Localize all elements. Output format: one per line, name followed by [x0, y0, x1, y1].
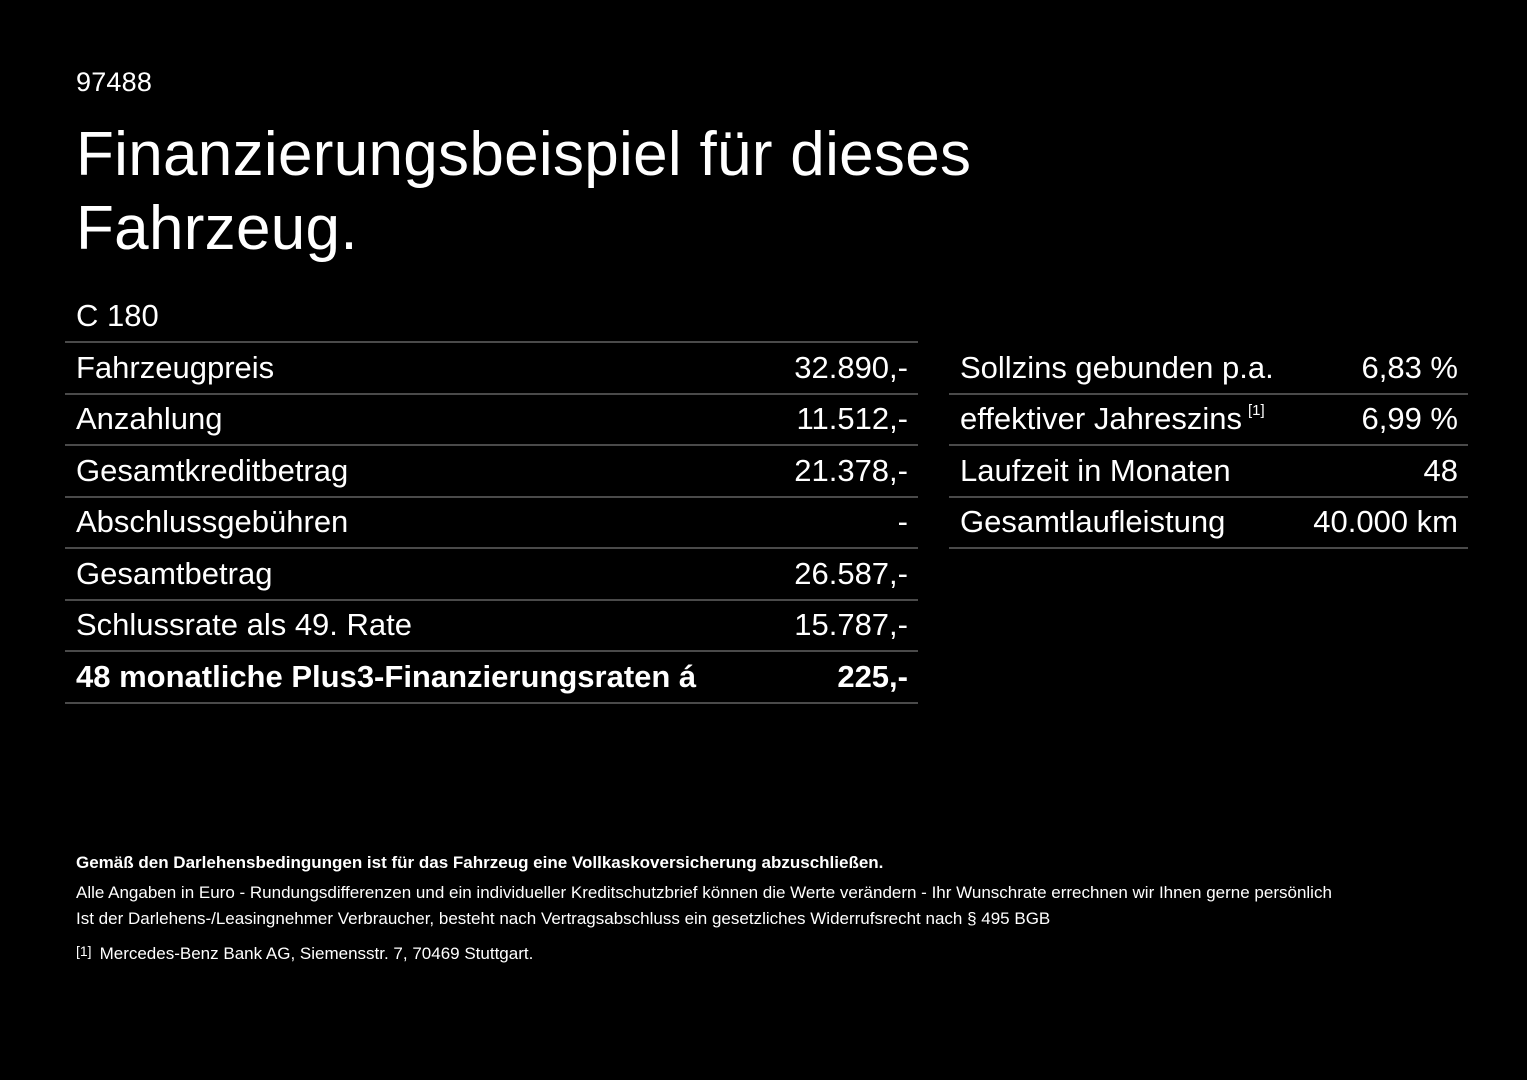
table-row-anzahlung: Anzahlung 11.512,- [65, 395, 918, 446]
row-label: Fahrzeugpreis [76, 349, 275, 385]
row-label: Laufzeit in Monaten [960, 452, 1231, 488]
table-row-effektiver-jahreszins: effektiver Jahreszins [1] 6,99 % [949, 395, 1468, 446]
financing-table-left: Fahrzeugpreis 32.890,- Anzahlung 11.512,… [65, 341, 918, 704]
financing-table-right: Sollzins gebunden p.a. 6,83 % effektiver… [949, 341, 1468, 549]
footnote-marker: [1] [76, 943, 92, 959]
row-label-text: effektiver Jahreszins [960, 401, 1242, 437]
table-row-gesamtbetrag: Gesamtbetrag 26.587,- [65, 549, 918, 601]
row-label: Sollzins gebunden p.a. [960, 349, 1274, 385]
table-row-gesamtkreditbetrag: Gesamtkreditbetrag 21.378,- [65, 446, 918, 498]
legal-notes: Gemäß den Darlehensbedingungen ist für d… [76, 852, 1456, 965]
row-label: 48 monatliche Plus3-Finanzierungsraten á [76, 658, 697, 694]
table-row-schlussrate: Schlussrate als 49. Rate 15.787,- [65, 601, 918, 652]
row-value: 11.512,- [796, 401, 908, 437]
ref-number: 97488 [76, 67, 153, 97]
table-row-fahrzeugpreis: Fahrzeugpreis 32.890,- [65, 343, 918, 395]
row-value: 40.000 km [1313, 504, 1458, 540]
row-value: 15.787,- [794, 607, 908, 643]
row-label: Anzahlung [76, 401, 223, 437]
table-row-abschlussgebuehren: Abschlussgebühren - [65, 498, 918, 549]
row-value: 6,99 % [1361, 401, 1458, 437]
page-title: Finanzierungsbeispiel für dieses Fahrzeu… [76, 120, 972, 263]
row-value: 21.378,- [794, 452, 908, 488]
row-label: Schlussrate als 49. Rate [76, 607, 413, 643]
footnote-marker: [1] [1248, 402, 1265, 420]
row-value: 48 [1423, 452, 1458, 488]
table-row-sollzins: Sollzins gebunden p.a. 6,83 % [949, 343, 1468, 395]
row-label: Gesamtlaufleistung [960, 504, 1226, 540]
footnote-text: Mercedes-Benz Bank AG, Siemensstr. 7, 70… [99, 944, 534, 963]
table-row-laufzeit: Laufzeit in Monaten 48 [949, 446, 1468, 498]
table-row-gesamtlaufleistung: Gesamtlaufleistung 40.000 km [949, 498, 1468, 549]
model-name: C 180 [76, 298, 159, 333]
row-label: Abschlussgebühren [76, 504, 349, 540]
row-value: 225,- [837, 658, 908, 694]
row-label: Gesamtbetrag [76, 555, 273, 591]
row-label: Gesamtkreditbetrag [76, 452, 349, 488]
row-value: 26.587,- [794, 555, 908, 591]
insurance-note: Gemäß den Darlehensbedingungen ist für d… [76, 853, 884, 872]
footnote: [1] Mercedes-Benz Bank AG, Siemensstr. 7,… [76, 940, 1456, 965]
table-row-monthly-rate: 48 monatliche Plus3-Finanzierungsraten á… [65, 652, 918, 704]
row-value: - [897, 504, 908, 540]
row-label: effektiver Jahreszins [1] [960, 401, 1265, 437]
withdrawal-right-line: Ist der Darlehens-/Leasingnehmer Verbrau… [76, 909, 1051, 928]
row-value: 6,83 % [1361, 349, 1458, 385]
row-value: 32.890,- [794, 349, 908, 385]
disclaimer-line: Alle Angaben in Euro - Rundungsdifferenz… [76, 883, 1332, 902]
